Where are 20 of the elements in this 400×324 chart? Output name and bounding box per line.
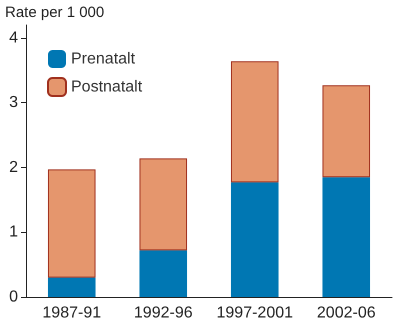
y-tick-label: 3	[9, 94, 18, 112]
legend-label: Postnatalt	[71, 78, 143, 96]
legend-label: Prenatalt	[71, 50, 136, 68]
y-axis-title: Rate per 1 000	[5, 4, 104, 21]
bar	[48, 169, 96, 278]
x-tick-label: 1997-2001	[216, 304, 294, 322]
bar	[139, 250, 188, 297]
x-tick-label: 1987-91	[42, 304, 102, 322]
bar	[48, 278, 96, 297]
bar	[230, 61, 279, 182]
y-tick-label: 4	[9, 29, 18, 46]
y-tick-label: 0	[9, 288, 18, 306]
x-tick-label: 1992-96	[134, 304, 193, 322]
x-tick-label: 2002-06	[316, 304, 376, 322]
bar	[139, 158, 188, 250]
y-tick-label: 1	[9, 224, 18, 241]
y-tick-label: 2	[9, 158, 18, 176]
bar	[322, 177, 370, 297]
bar	[322, 85, 370, 178]
bar	[230, 182, 279, 297]
